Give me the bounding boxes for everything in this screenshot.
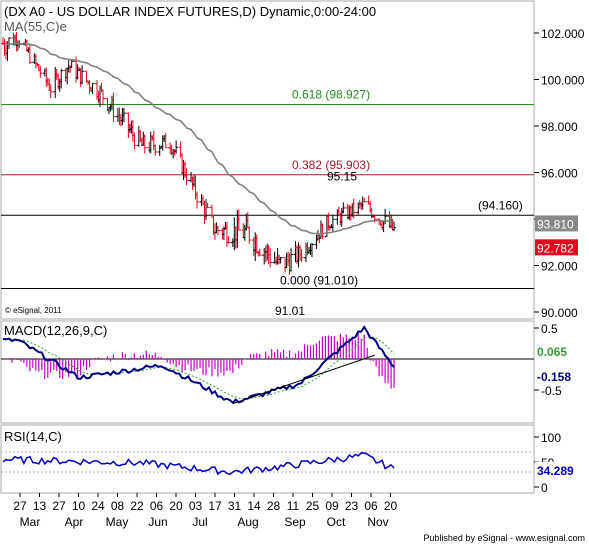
x-axis-label: 06 [364,499,378,513]
x-axis-label: 28 [267,499,281,513]
moving-average-line [4,42,395,235]
macd-axis-label: -0.5 [541,384,562,398]
macd-last-value-tag [535,367,578,384]
level-label: 0.000 (91.010) [280,274,358,288]
price-annotation: 91.01 [275,304,305,318]
rsi-last-value-tag [535,461,578,478]
price-title: (DX A0 - US DOLLAR INDEX FUTURES,D) Dyna… [4,4,376,19]
last-value-label: 93.810 [537,217,574,231]
copyright-label: © eSignal, 2011 [5,306,62,315]
macd-last-value-label: 0.065 [537,345,567,359]
ma-label: MA(55,C)e [4,19,67,34]
x-axis-month-label: May [106,515,129,529]
rsi-axis-label: 100 [541,431,561,445]
x-axis-month-label: Nov [367,515,388,529]
rsi-line [2,452,395,476]
macd-axis-label: 0.5 [541,322,558,336]
x-axis-label: 11 [287,499,300,513]
price-axis-label: 92.000 [541,260,578,274]
x-axis-label: 08 [111,499,125,513]
x-axis-label: 14 [247,499,261,513]
macd-trendline [232,354,375,405]
rsi-panel [0,424,535,494]
rsi-axis-label: 0 [541,481,548,495]
x-axis-label: 06 [150,499,164,513]
x-axis-label: 27 [52,499,66,513]
price-annotation: 95.15 [327,169,357,183]
x-axis-month-label: Jul [192,515,207,529]
x-axis-label: 03 [189,499,203,513]
price-panel [0,0,535,320]
x-axis-label: 22 [130,499,144,513]
macd-title: MACD(12,26,9,C) [4,323,107,338]
footer-text: Published by eSignal - www.esignal.com [423,533,585,543]
x-axis-month-label: Apr [65,515,84,529]
macd-signal-line [3,336,395,400]
x-axis-label: 10 [72,499,86,513]
level-label: (94.160) [478,198,523,212]
price-axis-label: 96.000 [541,167,578,181]
x-axis-month-label: Aug [237,515,258,529]
x-axis-label: 31 [228,499,242,513]
x-axis-month-label: Mar [20,515,41,529]
level-label: 0.618 (98.927) [292,87,370,101]
price-axis-label: 102.000 [541,27,585,41]
price-axis-label: 100.000 [541,74,585,88]
macd-last-value-tag [535,342,578,359]
x-axis-label: 13 [33,499,47,513]
x-axis-label: 09 [325,499,339,513]
level-label: 0.382 (95.903) [292,158,370,172]
last-value-label: 92.782 [537,241,574,255]
macd-last-value-label: -0.158 [537,370,571,384]
x-axis-month-label: Jun [148,515,167,529]
price-axis-label: 90.000 [541,306,578,320]
x-axis-label: 23 [345,499,359,513]
x-axis-label: 20 [169,499,183,513]
last-value-tag [535,239,578,256]
x-axis-label: 25 [306,499,320,513]
x-axis-label: 24 [91,499,105,513]
price-axis-label: 98.000 [541,120,578,134]
rsi-title: RSI(14,C) [4,429,62,444]
macd-line [2,325,395,405]
x-axis-label: 27 [13,499,27,513]
x-axis-label: 20 [384,499,398,513]
x-axis-month-label: Oct [327,515,346,529]
x-axis-label: 17 [208,499,222,513]
x-axis-month-label: Sep [284,515,306,529]
last-value-tag [535,215,578,232]
macd-panel [0,320,535,424]
rsi-last-value-label: 34.289 [537,464,574,478]
